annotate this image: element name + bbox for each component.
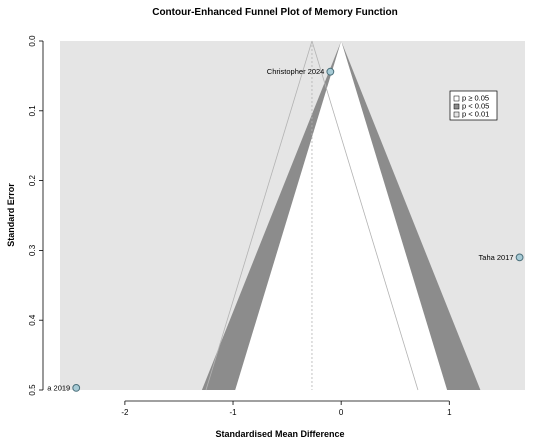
y-tick-label: 0.0 [28, 35, 37, 47]
x-axis-label: Standardised Mean Difference [215, 429, 344, 439]
axes: -2 -1 0 1 0.0 0.1 0.2 0.3 0.4 0.5 [28, 35, 452, 417]
x-tick-label: 1 [447, 408, 452, 417]
legend-swatch [453, 103, 460, 110]
y-tick-label: 0.4 [28, 314, 37, 326]
study-label: Christopher 2024 [267, 67, 325, 76]
study-point [72, 384, 81, 392]
legend-label: p < 0.05 [462, 102, 489, 111]
y-tick-label: 0.5 [28, 384, 37, 396]
study-point [326, 67, 335, 76]
legend-swatch [453, 95, 460, 102]
legend-label: p < 0.01 [462, 110, 489, 119]
x-tick-label: -1 [229, 408, 237, 417]
x-tick-label: -2 [121, 408, 129, 417]
pooled-funnel-lines [205, 40, 419, 391]
y-axis: 0.0 0.1 0.2 0.3 0.4 0.5 [28, 35, 44, 396]
plot-area: Christopher 2024 Taha 2017 a 2019 [47, 40, 525, 392]
funnel-right-line [311, 40, 419, 391]
y-tick-label: 0.1 [28, 105, 37, 117]
legend: p ≥ 0.05p < 0.05p < 0.01 [449, 90, 498, 121]
y-axis-label: Standard Error [6, 183, 16, 247]
y-tick-label: 0.2 [28, 174, 37, 186]
study-points [72, 67, 524, 392]
chart-title: Contour-Enhanced Funnel Plot of Memory F… [152, 7, 398, 18]
x-axis: -2 -1 0 1 [121, 400, 452, 417]
x-tick-label: 0 [339, 408, 344, 417]
study-label: a 2019 [47, 383, 70, 392]
study-point [515, 253, 524, 262]
legend-swatch [453, 111, 460, 118]
contour-nonsignificant-region [235, 41, 448, 390]
funnel-left-line [205, 40, 313, 391]
study-label: Taha 2017 [479, 253, 514, 262]
study-labels: Christopher 2024 Taha 2017 a 2019 [47, 67, 513, 392]
legend-label: p ≥ 0.05 [462, 94, 489, 103]
y-tick-label: 0.3 [28, 244, 37, 256]
